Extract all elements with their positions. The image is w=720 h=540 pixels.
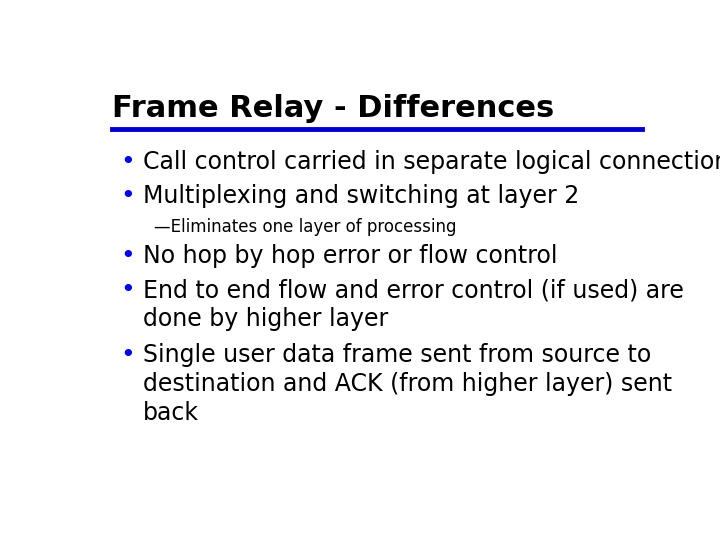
Text: •: • bbox=[121, 343, 135, 367]
Text: •: • bbox=[121, 278, 135, 302]
Text: Multiplexing and switching at layer 2: Multiplexing and switching at layer 2 bbox=[143, 184, 580, 208]
Text: Call control carried in separate logical connection: Call control carried in separate logical… bbox=[143, 150, 720, 174]
Text: Single user data frame sent from source to
destination and ACK (from higher laye: Single user data frame sent from source … bbox=[143, 343, 672, 425]
Text: •: • bbox=[121, 150, 135, 174]
Text: No hop by hop error or flow control: No hop by hop error or flow control bbox=[143, 244, 557, 268]
Text: Frame Relay - Differences: Frame Relay - Differences bbox=[112, 94, 554, 123]
Text: End to end flow and error control (if used) are
done by higher layer: End to end flow and error control (if us… bbox=[143, 278, 684, 331]
Text: —Eliminates one layer of processing: —Eliminates one layer of processing bbox=[154, 218, 456, 236]
Text: •: • bbox=[121, 244, 135, 268]
Text: •: • bbox=[121, 184, 135, 208]
